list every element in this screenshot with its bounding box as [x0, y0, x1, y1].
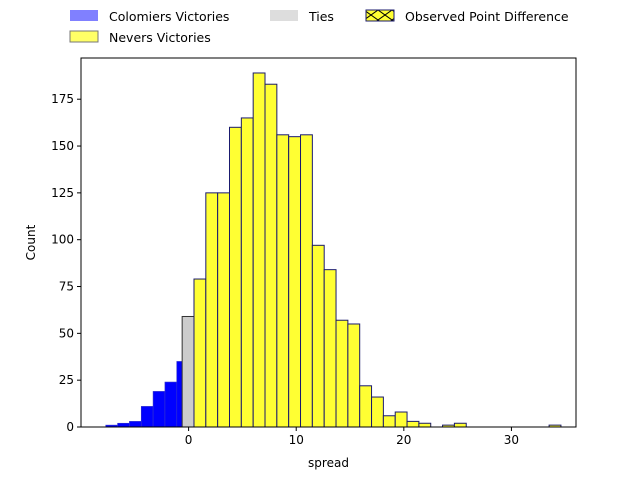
legend: Colomiers Victories Nevers Victories Ties O…	[69, 9, 569, 45]
bar-nevers-victories-2	[217, 192, 230, 428]
bar-nevers-victories-14	[359, 385, 373, 428]
bar-colomiers-victories-2	[129, 421, 142, 428]
x-tick-label: 10	[289, 433, 304, 447]
y-tick-label: 150	[51, 139, 74, 153]
legend-swatch	[69, 30, 99, 43]
bar-colomiers-victories-1	[117, 422, 130, 428]
bar-nevers-victories-0	[193, 278, 207, 428]
y-tick-label: 100	[51, 233, 74, 247]
legend-item-colomiers-victories: Colomiers Victories	[70, 9, 229, 24]
x-tick-label: 20	[396, 433, 411, 447]
plot-area-frame	[80, 57, 577, 428]
bar-nevers-victories-15	[371, 396, 384, 428]
y-tick-label: 25	[59, 373, 74, 387]
bar-nevers-victories-4	[240, 117, 254, 428]
y-tick-label: 125	[51, 186, 74, 200]
bar-nevers-victories-9	[300, 134, 313, 428]
bar-nevers-victories-22	[453, 422, 467, 428]
x-tick-label: 0	[185, 433, 193, 447]
legend-item-ties: Ties	[270, 9, 334, 24]
legend-label: Ties	[308, 9, 334, 24]
legend-label: Nevers Victories	[109, 30, 211, 45]
bar-ties-0	[181, 315, 195, 428]
bar-colomiers-victories-4	[152, 391, 166, 428]
y-axis-ticks: 0 25 50 75 100 125 150 175	[51, 92, 81, 434]
x-tick-label: 30	[504, 433, 519, 447]
histogram-bars	[105, 72, 562, 428]
x-axis-label: spread	[308, 456, 349, 470]
bar-nevers-victories-1	[205, 192, 219, 428]
legend-swatch	[70, 10, 98, 21]
bar-nevers-victories-17	[394, 411, 408, 428]
y-tick-label: 75	[59, 280, 74, 294]
bar-nevers-victories-6	[264, 83, 278, 428]
bar-nevers-victories-10	[311, 244, 325, 428]
y-tick-label: 0	[66, 420, 74, 434]
bar-nevers-victories-18	[406, 420, 420, 428]
bar-nevers-victories-3	[229, 126, 242, 428]
legend-item-observed-point-difference: Observed Point Difference	[365, 9, 569, 24]
bar-nevers-victories-13	[347, 323, 361, 428]
bar-nevers-victories-8	[288, 136, 302, 428]
bar-nevers-victories-5	[252, 72, 266, 428]
y-axis-label: Count	[24, 224, 38, 260]
bar-nevers-victories-11	[323, 269, 337, 428]
bar-colomiers-victories-5	[164, 381, 178, 428]
bar-nevers-victories-7	[276, 134, 290, 428]
y-tick-label: 50	[59, 326, 74, 340]
legend-item-nevers-victories: Nevers Victories	[69, 30, 211, 45]
x-axis-ticks: 0 10 20 30	[185, 427, 519, 447]
bar-nevers-victories-19	[418, 422, 432, 428]
legend-label: Colomiers Victories	[109, 9, 229, 24]
bar-colomiers-victories-3	[140, 406, 154, 428]
bar-nevers-victories-16	[382, 415, 396, 428]
bar-nevers-victories-12	[335, 319, 349, 428]
legend-label: Observed Point Difference	[405, 9, 569, 24]
y-tick-label: 175	[51, 92, 74, 106]
legend-swatch	[270, 10, 298, 21]
legend-hatch	[365, 9, 395, 22]
